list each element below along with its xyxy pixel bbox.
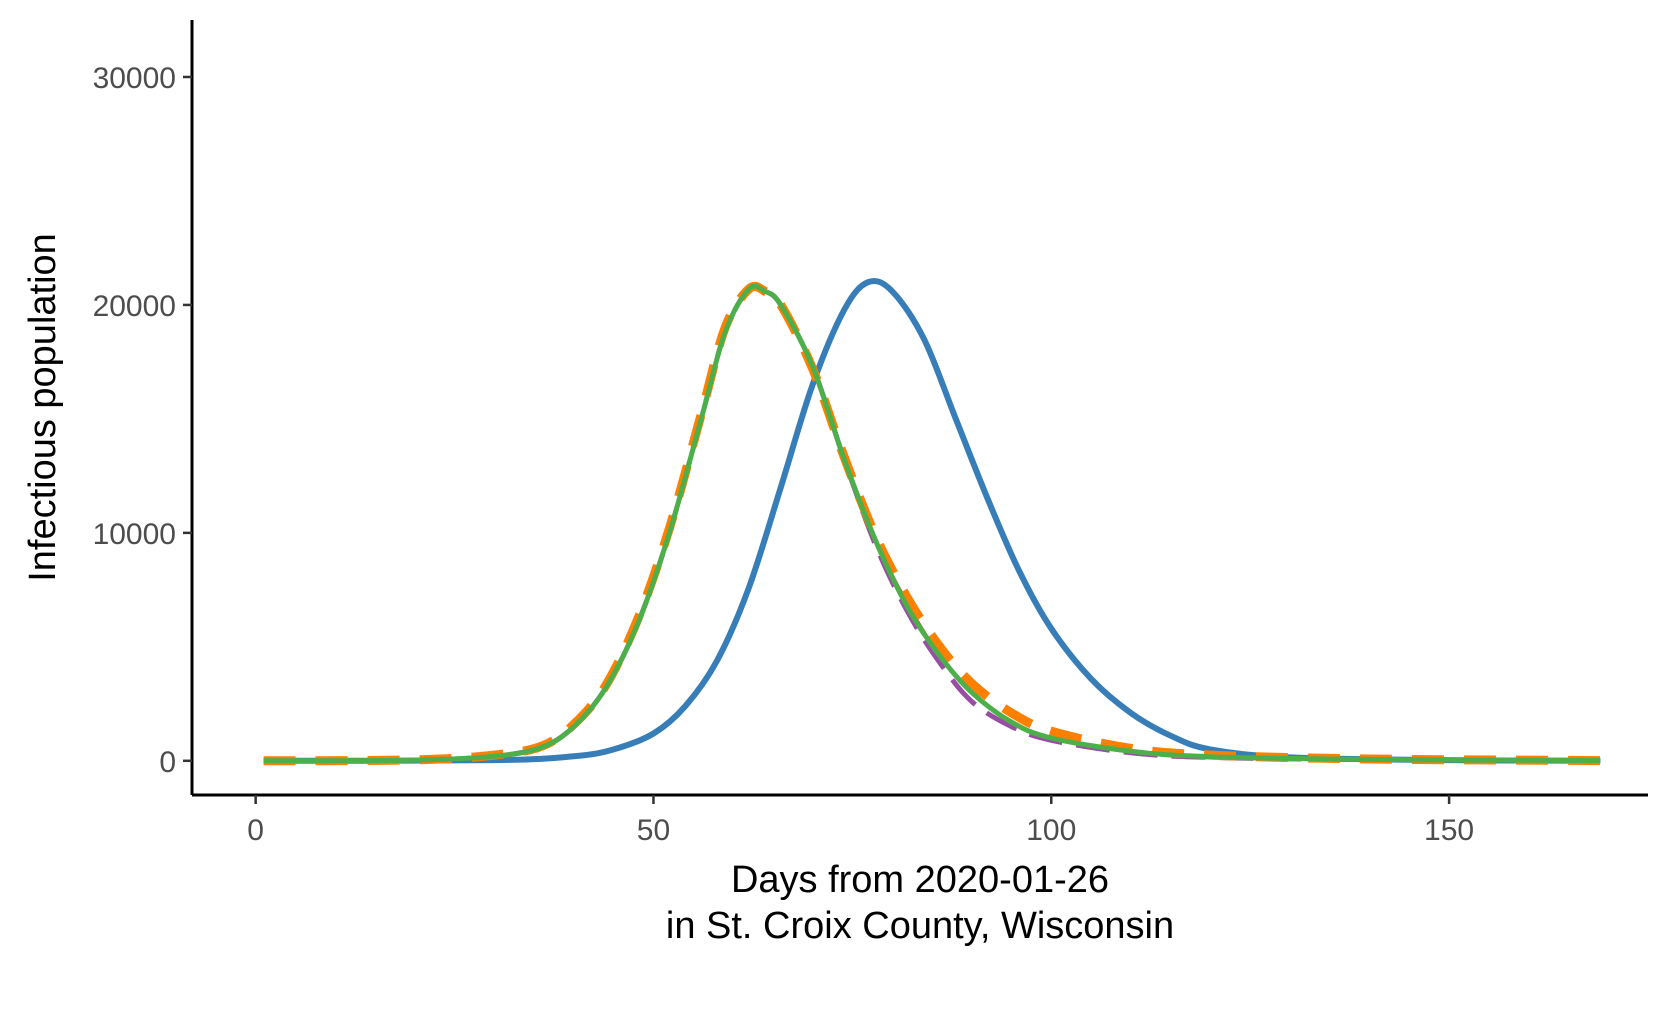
- x-tick-label: 0: [247, 814, 264, 847]
- plot-lines: [263, 277, 1601, 766]
- y-ticks: 0 10000 20000 30000: [93, 62, 192, 779]
- x-ticks: 0 50 100 150: [247, 795, 1474, 847]
- series-line-5: [263, 283, 1601, 764]
- series-line-3: [263, 277, 1601, 764]
- x-tick-label: 100: [1026, 814, 1076, 847]
- x-axis-title: Days from 2020-01-26: [731, 859, 1109, 901]
- x-axis-title-line2: in St. Croix County, Wisconsin: [666, 905, 1174, 947]
- y-tick-label: 30000: [93, 62, 176, 95]
- y-axis-title: Infectious population: [22, 233, 64, 582]
- x-tick-label: 50: [637, 814, 670, 847]
- y-tick-label: 20000: [93, 290, 176, 323]
- x-tick-label: 150: [1424, 814, 1474, 847]
- y-tick-label: 0: [159, 746, 176, 779]
- y-tick-label: 10000: [93, 518, 176, 551]
